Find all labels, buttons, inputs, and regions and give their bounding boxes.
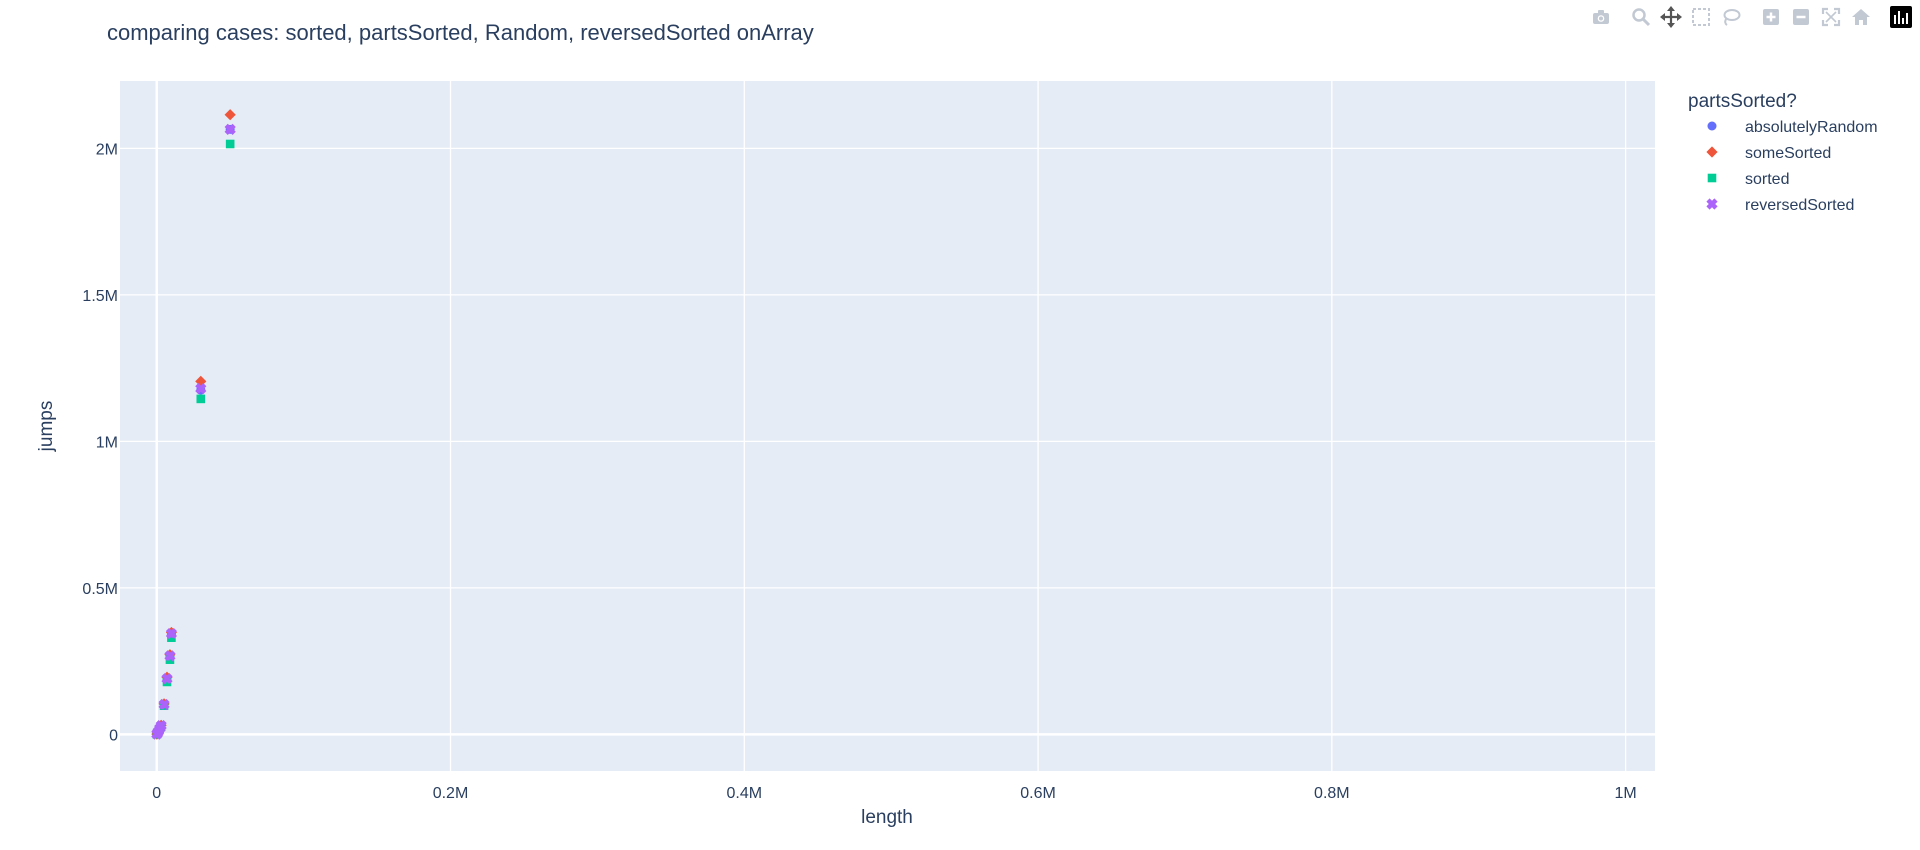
grid-lines	[120, 81, 1655, 771]
y-tick-label: 0.5M	[82, 581, 118, 598]
data-points	[151, 109, 236, 740]
data-point-reversedSorted[interactable]	[195, 383, 207, 395]
legend-marker-absolutelyRandom[interactable]	[1707, 121, 1717, 131]
lasso-select-icon[interactable]	[1720, 6, 1742, 28]
y-tick-label: 2M	[96, 141, 118, 158]
modebar-group-zoom	[1760, 6, 1872, 28]
x-tick-label: 0.2M	[433, 785, 469, 802]
modebar-group-drag	[1630, 6, 1742, 28]
modebar	[1576, 6, 1912, 28]
x-tick-label: 0.4M	[726, 785, 762, 802]
legend-marker-someSorted[interactable]	[1706, 146, 1718, 158]
box-select-icon[interactable]	[1690, 6, 1712, 28]
legend-marker-sorted[interactable]	[1707, 173, 1717, 183]
data-point-sorted[interactable]	[225, 139, 235, 149]
camera-icon[interactable]	[1590, 6, 1612, 28]
home-icon[interactable]	[1850, 6, 1872, 28]
y-tick-label: 1.5M	[82, 288, 118, 305]
axis-ticks: 0 0.2M 0.4M 0.6M 0.8M 1M 0 0.5M 1M 1.5M 2M	[82, 141, 1636, 802]
x-tick-label: 0.8M	[1314, 785, 1350, 802]
data-point-sorted[interactable]	[162, 677, 172, 687]
legend-label-sorted: sorted	[1745, 171, 1789, 188]
y-tick-label: 1M	[96, 434, 118, 451]
pan-icon[interactable]	[1660, 6, 1682, 28]
legend-item-absolutelyRandom[interactable]: absolutelyRandom	[1707, 119, 1878, 136]
data-point-reversedSorted[interactable]	[224, 123, 236, 135]
x-tick-label: 0.6M	[1020, 785, 1056, 802]
legend-label-someSorted: someSorted	[1745, 145, 1831, 162]
data-point-reversedSorted[interactable]	[164, 650, 176, 662]
x-axis-title: length	[861, 807, 913, 828]
data-point-reversedSorted[interactable]	[158, 698, 170, 711]
zoom-icon[interactable]	[1630, 6, 1652, 28]
plot-area[interactable]	[120, 81, 1655, 771]
zoom-in-icon[interactable]	[1760, 6, 1782, 28]
plotly-logo-icon[interactable]	[1890, 6, 1912, 28]
legend-marker-reversedSorted[interactable]	[1706, 198, 1718, 210]
data-point-someSorted[interactable]	[224, 109, 236, 121]
legend-title: partsSorted?	[1688, 91, 1797, 112]
data-point-reversedSorted[interactable]	[155, 719, 167, 732]
data-point-sorted[interactable]	[165, 655, 175, 664]
legend-item-someSorted[interactable]: someSorted	[1706, 145, 1831, 162]
x-tick-label: 0	[152, 785, 161, 802]
legend-item-sorted[interactable]: sorted	[1707, 171, 1790, 188]
legend-label-reversedSorted: reversedSorted	[1745, 197, 1854, 214]
legend-item-reversedSorted[interactable]: reversedSorted	[1706, 197, 1854, 214]
autoscale-icon[interactable]	[1820, 6, 1842, 28]
data-point-reversedSorted[interactable]	[165, 627, 178, 640]
legend: partsSorted? absolutelyRandom someSorted s…	[1688, 91, 1878, 214]
data-point-sorted[interactable]	[196, 394, 206, 404]
y-tick-label: 0	[109, 727, 118, 744]
modebar-group-export	[1590, 6, 1612, 28]
x-tick-label: 1M	[1615, 785, 1637, 802]
y-axis-title: jumps	[36, 401, 57, 453]
legend-label-absolutelyRandom: absolutelyRandom	[1745, 119, 1878, 136]
data-point-reversedSorted[interactable]	[161, 673, 173, 685]
chart-title: comparing cases: sorted, partsSorted, Ra…	[107, 20, 814, 45]
series-reversedSorted	[151, 123, 236, 740]
data-point-sorted[interactable]	[167, 633, 176, 642]
zoom-out-icon[interactable]	[1790, 6, 1812, 28]
